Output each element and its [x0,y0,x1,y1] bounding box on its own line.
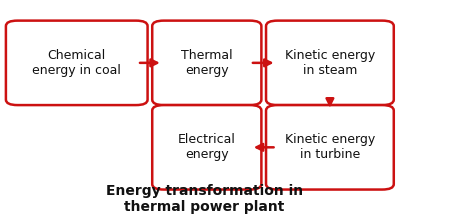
Text: Thermal
energy: Thermal energy [181,49,233,77]
Text: Kinetic energy
in turbine: Kinetic energy in turbine [285,133,375,161]
Text: Electrical
energy: Electrical energy [178,133,236,161]
Text: Kinetic energy
in steam: Kinetic energy in steam [285,49,375,77]
Text: Chemical
energy in coal: Chemical energy in coal [32,49,121,77]
Text: Energy transformation in
thermal power plant: Energy transformation in thermal power p… [106,184,303,214]
FancyBboxPatch shape [6,21,147,105]
FancyBboxPatch shape [266,21,394,105]
FancyBboxPatch shape [266,105,394,190]
FancyBboxPatch shape [152,105,261,190]
FancyBboxPatch shape [152,21,261,105]
